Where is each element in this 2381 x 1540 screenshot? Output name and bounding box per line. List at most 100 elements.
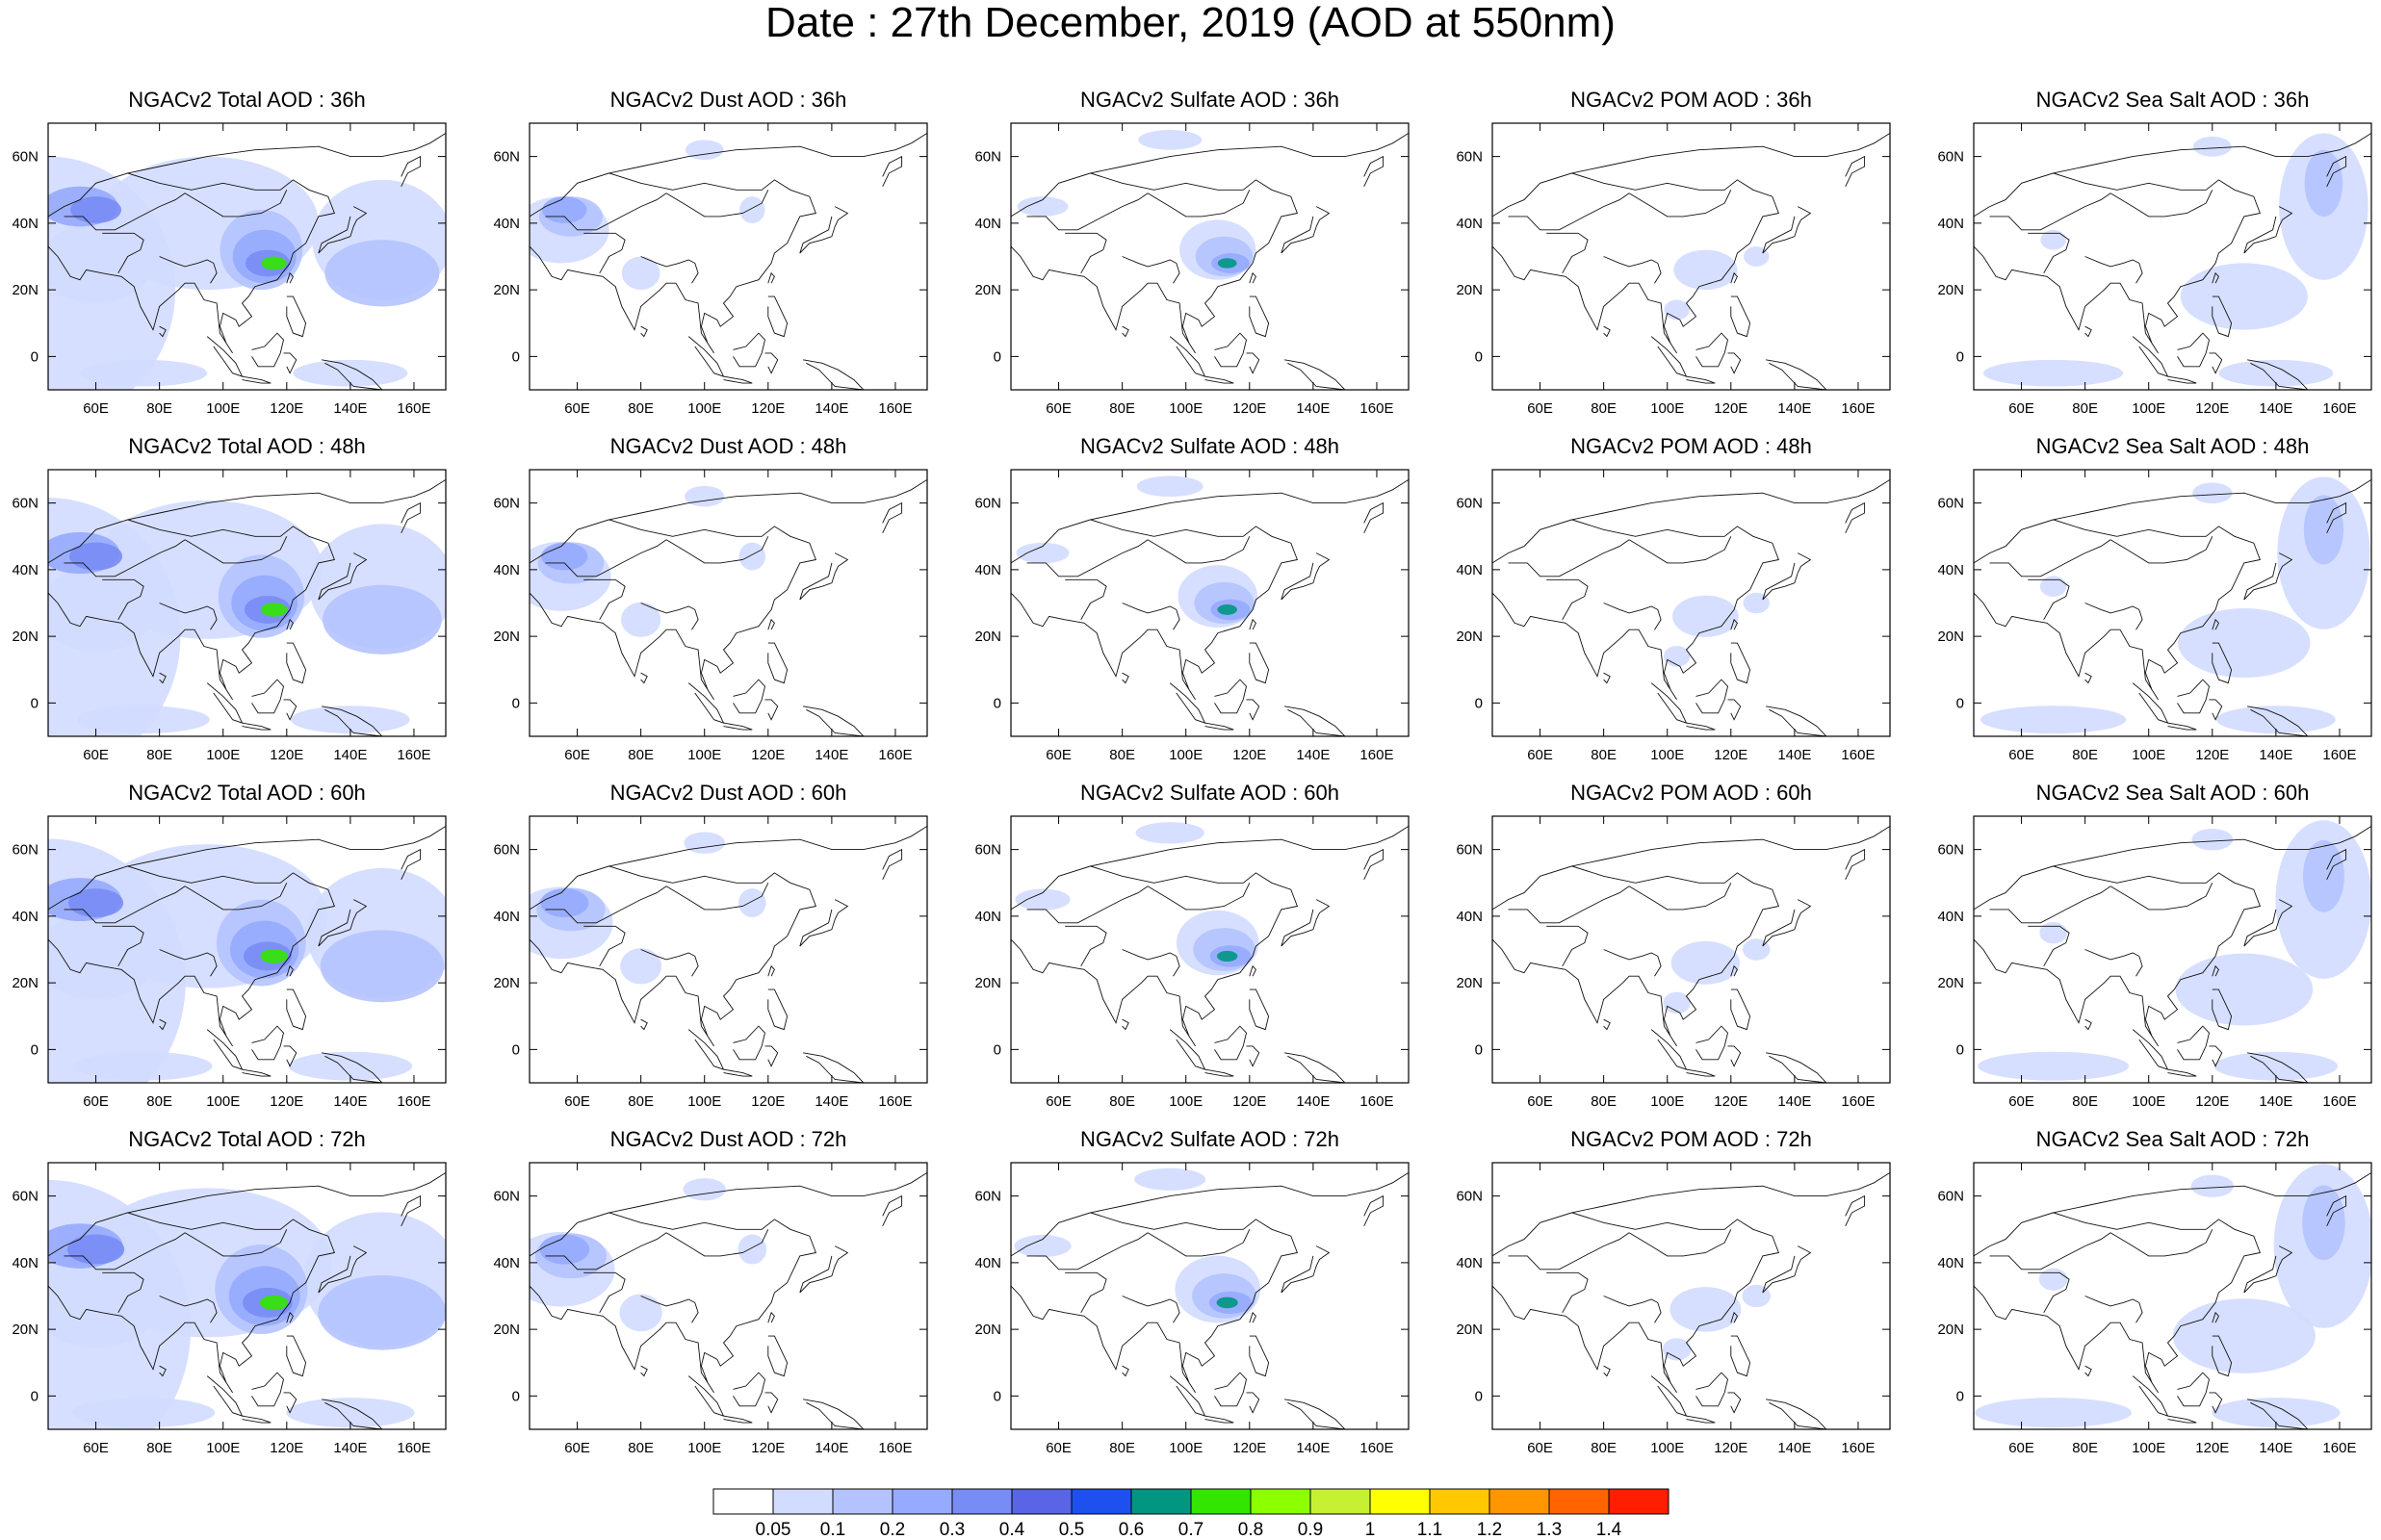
coastline — [1508, 1232, 1630, 1270]
map-frame — [1973, 815, 2372, 1084]
coastline — [1363, 1194, 1385, 1226]
x-tick-label: 120E — [270, 1093, 303, 1110]
map-frame — [529, 469, 928, 737]
aod-map: 60E 80E 100E 120E 140E 160E 60N 40N 20N 0 — [974, 1162, 1410, 1456]
y-tick-label: 60N — [974, 1189, 1001, 1205]
y-tick-label: 60N — [1937, 496, 1964, 512]
map-panel: NGACv2 Sea Salt AOD : 36h 60E 80E 100E 120E 1… — [1937, 89, 2372, 428]
panel-title: NGACv2 Sea Salt AOD : 72h — [2035, 1127, 2310, 1151]
x-tick-label: 60E — [564, 1093, 590, 1110]
x-tick-label: 140E — [333, 400, 367, 417]
coastline — [286, 1311, 294, 1323]
x-tick-label: 160E — [878, 1093, 912, 1110]
coastline — [2212, 642, 2233, 684]
y-tick-label: 0 — [1475, 1388, 1483, 1404]
coastline — [1727, 1392, 1742, 1414]
y-tick-label: 60N — [1456, 149, 1483, 166]
coastline — [1065, 232, 1107, 274]
y-tick-label: 0 — [512, 1041, 520, 1058]
x-tick-label: 60E — [1527, 747, 1553, 763]
aod-plume — [324, 240, 440, 307]
map-frame — [1973, 122, 2372, 391]
coastline — [206, 1375, 244, 1417]
coastline — [1766, 1399, 1827, 1429]
map-panel: NGACv2 Total AOD : 72h 60E 80E 100E 120E 140E… — [12, 1128, 447, 1468]
coastlines — [530, 1172, 927, 1429]
x-tick-label: 160E — [1359, 1440, 1393, 1456]
coastline — [1122, 1365, 1129, 1377]
aod-plume — [69, 542, 123, 571]
x-tick-label: 120E — [270, 747, 303, 763]
coastline — [2167, 375, 2197, 384]
colorbar-label: 1.4 — [1595, 1520, 1622, 1540]
coastline — [2084, 949, 2143, 977]
x-tick-label: 100E — [2132, 1093, 2165, 1110]
coastline — [159, 1018, 167, 1031]
coastline — [1011, 172, 1299, 354]
coastline — [1766, 706, 1827, 736]
x-tick-label: 80E — [1591, 1093, 1617, 1110]
x-tick-label: 60E — [1046, 747, 1072, 763]
aod-plume — [1672, 595, 1739, 637]
y-tick-label: 20N — [12, 282, 39, 298]
coastline — [322, 706, 383, 736]
map-frame — [529, 122, 928, 391]
colorbar-box — [1608, 1488, 1669, 1515]
coastline — [1492, 865, 1780, 1047]
x-tick-label: 80E — [628, 1093, 654, 1110]
aod-map: 60E 80E 100E 120E 140E 160E 60N 40N 20N 0 — [12, 815, 447, 1110]
coastline — [1204, 1068, 1234, 1077]
aod-plume — [684, 832, 726, 854]
coastline — [1571, 133, 1890, 174]
panel-title: NGACv2 Dust AOD : 36h — [609, 88, 847, 112]
panel-title: NGACv2 POM AOD : 72h — [1570, 1127, 1812, 1151]
coastline — [1845, 848, 1866, 880]
map-panel: NGACv2 POM AOD : 36h 60E 80E 100E 120E 140E 16… — [1456, 89, 1891, 428]
coastlines — [1974, 1172, 2371, 1429]
colorbar-box — [1369, 1488, 1431, 1515]
coastlines — [1974, 133, 2371, 390]
coastline — [1204, 375, 1234, 384]
colorbar-label: 1 — [1364, 1520, 1376, 1540]
aod-plume — [1015, 888, 1071, 911]
coastline — [1011, 865, 1299, 1047]
x-tick-label: 120E — [751, 1093, 785, 1110]
coastline — [665, 1229, 769, 1257]
coastline — [184, 536, 288, 564]
colorbar-label: 0.7 — [1178, 1520, 1204, 1540]
coastline — [1650, 1029, 1688, 1070]
aod-plume — [48, 912, 158, 1000]
coastline — [1989, 192, 2111, 231]
coastline — [583, 925, 626, 967]
y-tick-label: 40N — [1456, 562, 1483, 578]
map-panel: NGACv2 Total AOD : 60h 60E 80E 100E 120E 140E… — [12, 782, 447, 1121]
aod-plume — [288, 1051, 413, 1081]
map-frame — [1491, 815, 1891, 1084]
aod-map: 60E 80E 100E 120E 140E 160E 60N 40N 20N 0 — [12, 1162, 447, 1456]
y-tick-label: 20N — [1456, 629, 1483, 645]
coastline — [1026, 886, 1149, 924]
y-tick-label: 20N — [1937, 629, 1964, 645]
aod-plume — [2303, 839, 2344, 912]
coastline — [767, 618, 775, 630]
y-tick-label: 40N — [974, 909, 1001, 925]
coastline — [2326, 501, 2347, 533]
aod-plume — [619, 1294, 662, 1332]
x-tick-label: 80E — [146, 400, 172, 417]
coastline — [1169, 1029, 1206, 1070]
map-frame — [529, 1162, 928, 1430]
coastline — [2132, 682, 2169, 724]
coastline — [2028, 925, 2070, 967]
coastline — [1249, 642, 1270, 684]
coastline — [2212, 1311, 2219, 1323]
map-panel: NGACv2 Sea Salt AOD : 60h 60E 80E 100E 120E 1… — [1937, 782, 2372, 1121]
x-tick-label: 160E — [1841, 747, 1875, 763]
coastline — [733, 1372, 765, 1407]
coastline — [799, 552, 849, 601]
colorbar-label: 1.3 — [1536, 1520, 1563, 1540]
coastlines — [1492, 1172, 1890, 1429]
coastline — [1214, 679, 1247, 714]
aod-plume — [540, 888, 589, 917]
coastline — [48, 519, 336, 701]
